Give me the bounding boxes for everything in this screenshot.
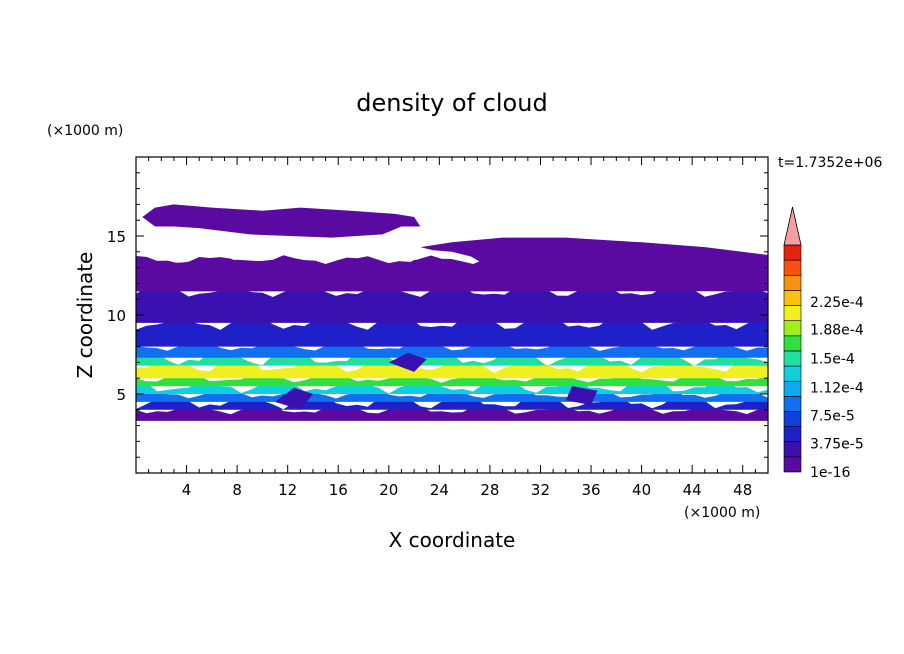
x-axis-unit: (×1000 m) [684, 505, 760, 521]
x-tick-label: 48 [733, 481, 752, 499]
y-tick-label: 10 [107, 307, 126, 325]
colorbar-label: 1.88e-4 [810, 323, 864, 339]
x-tick-label: 44 [683, 481, 702, 499]
y-axis-unit: (×1000 m) [47, 123, 123, 139]
cloud-patch [565, 386, 598, 406]
x-tick-label: 40 [632, 481, 651, 499]
colorbar-label: 1.12e-4 [810, 380, 864, 396]
cloud-band [136, 315, 768, 347]
colorbar-segment [783, 456, 802, 473]
chart-title: density of cloud [356, 89, 547, 117]
x-tick-label: 4 [182, 481, 192, 499]
colorbar-segment [783, 259, 802, 276]
x-tick-label: 32 [531, 481, 550, 499]
x-tick-label: 24 [430, 481, 449, 499]
x-tick-label: 8 [232, 481, 242, 499]
colorbar-label: 3.75e-5 [810, 437, 864, 453]
colorbar-segment [783, 396, 802, 412]
colorbar-segment [783, 320, 802, 337]
x-axis: 4 8 12 16 20 24 28 32 36 40 44 48 [148, 157, 756, 499]
y-axis: 5 10 15 [107, 172, 768, 458]
x-tick-label: 16 [329, 481, 348, 499]
colorbar: 2.25e-4 1.88e-4 1.5e-4 1.12e-4 7.5e-5 3.75e-5… [783, 206, 864, 481]
y-tick-label: 5 [116, 386, 126, 404]
cloud-patch [142, 204, 421, 238]
x-tick-label: 20 [379, 481, 398, 499]
colorbar-extend-arrow [783, 206, 802, 246]
colorbar-segment [783, 441, 802, 458]
cloud-band [136, 285, 768, 323]
colorbar-label: 1.5e-4 [810, 352, 855, 368]
y-tick-label: 15 [107, 228, 126, 246]
cloud-band [136, 405, 768, 421]
colorbar-segment [783, 290, 802, 306]
colorbar-segment [783, 426, 802, 443]
plot-area [136, 204, 768, 421]
cloud-band [136, 342, 768, 358]
colorbar-segment [783, 411, 802, 427]
cloud-patch [388, 352, 427, 372]
colorbar-label: 1e-16 [810, 465, 850, 481]
cloud-patch [275, 387, 313, 410]
colorbar-segment [783, 305, 802, 321]
cloud-patch [136, 259, 516, 292]
x-axis-title: X coordinate [389, 528, 516, 552]
x-tick-label: 12 [278, 481, 297, 499]
cloud-patch [420, 237, 768, 292]
colorbar-segment [783, 244, 802, 261]
x-tick-label: 36 [581, 481, 600, 499]
colorbar-segment [783, 335, 802, 352]
colorbar-segment [783, 350, 802, 367]
time-label: t=1.7352e+06 [778, 155, 882, 171]
colorbar-label: 7.5e-5 [810, 408, 855, 424]
x-tick-label: 28 [480, 481, 499, 499]
colorbar-label: 2.25e-4 [810, 295, 864, 311]
colorbar-segment [783, 380, 802, 397]
cloud-band [136, 373, 768, 387]
colorbar-segment [783, 365, 802, 382]
y-axis-title: Z coordinate [73, 252, 97, 379]
colorbar-segment [783, 274, 802, 291]
